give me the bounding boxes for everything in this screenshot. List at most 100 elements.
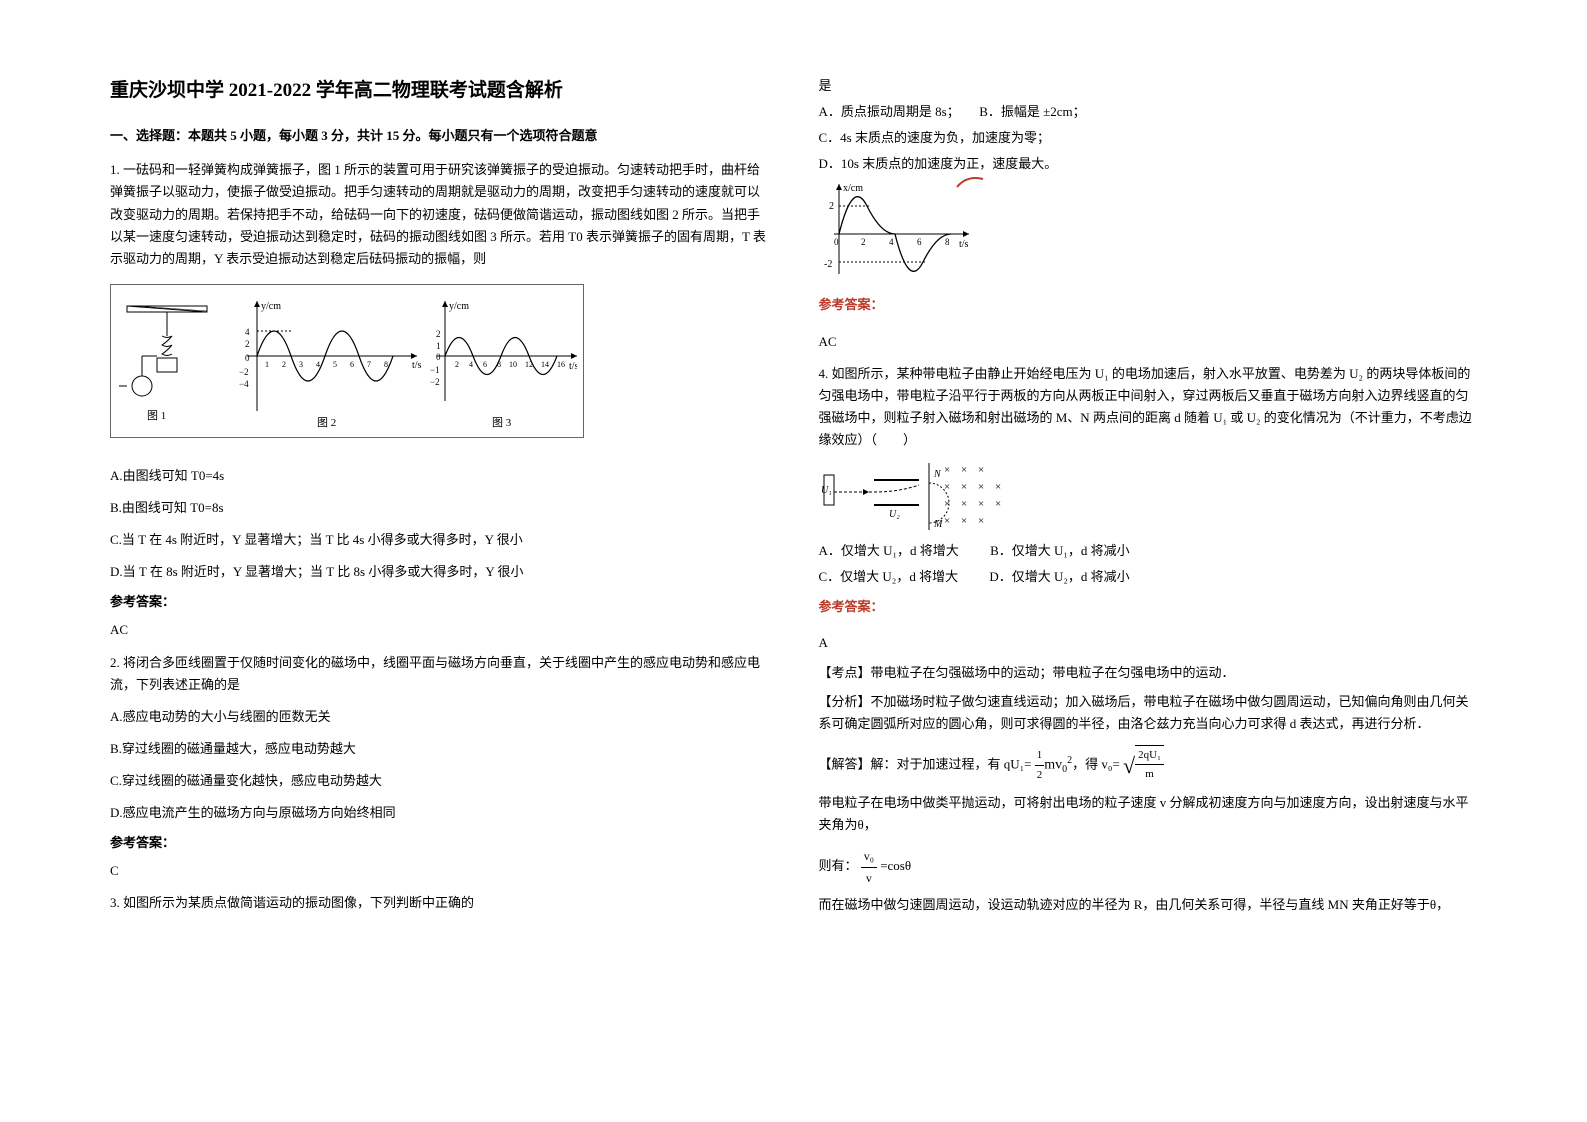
svg-text:x/cm: x/cm	[843, 183, 863, 194]
q1-body: 一砝码和一轻弹簧构成弹簧振子，图 1 所示的装置可用于研究该弹簧振子的受迫振动。…	[110, 162, 766, 265]
q3-opt-c: C．4s 末质点的速度为负，加速度为零；	[819, 127, 1478, 149]
q1-opt-c: C.当 T 在 4s 附近时，Y 显著增大；当 T 比 4s 小得多或大得多时，…	[110, 529, 769, 551]
svg-text:−2: −2	[239, 367, 249, 377]
svg-text:6: 6	[350, 360, 354, 369]
svg-text:y/cm: y/cm	[449, 301, 469, 312]
q3-ans-label: 参考答案：	[819, 294, 1478, 316]
q1-num: 1.	[110, 162, 120, 177]
svg-text:3: 3	[299, 360, 303, 369]
jieda3-pre: 则有：	[819, 858, 858, 873]
q4-jieda-line3: 则有： v₀ v =cosθ	[819, 846, 1478, 888]
q1-opt-d: D.当 T 在 8s 附近时，Y 显著增大；当 T 比 8s 小得多或大得多时，…	[110, 561, 769, 583]
svg-text:y/cm: y/cm	[261, 301, 281, 312]
svg-text:×: ×	[995, 498, 1001, 510]
jieda-label: 【解答】	[819, 756, 871, 771]
svg-text:1: 1	[436, 341, 441, 351]
q1-figure-set: 图 1 y/cm t/s 420 −2−4 1234 5678 图 2	[110, 284, 584, 438]
fenxi-text: 不加磁场时粒子做匀速直线运动；加入磁场后，带电粒子在磁场中做匀圆周运动，已知偏向…	[819, 694, 1469, 731]
svg-text:0: 0	[245, 353, 250, 363]
svg-text:2: 2	[829, 201, 834, 212]
q4-body: 如图所示，某种带电粒子由静止开始经电压为 U₁ 的电场加速后，射入水平放置、电势…	[819, 366, 1472, 447]
svg-text:2: 2	[455, 360, 459, 369]
q2-opt-b: B.穿过线圈的磁通量越大，感应电动势越大	[110, 738, 769, 760]
q4-kaodian: 【考点】带电粒子在匀强磁场中的运动；带电粒子在匀强电场中的运动．	[819, 662, 1478, 684]
q2-ans: C	[110, 860, 769, 882]
svg-text:×: ×	[978, 515, 984, 527]
q1-opt-b: B.由图线可知 T0=8s	[110, 497, 769, 519]
q3-body: 如图所示为某质点做简谐运动的振动图像，下列判断中正确的	[123, 895, 474, 910]
q1-figures-svg: 图 1 y/cm t/s 420 −2−4 1234 5678 图 2	[117, 291, 577, 431]
q2-opt-c: C.穿过线圈的磁通量变化越快，感应电动势越大	[110, 770, 769, 792]
q4-ans: A	[819, 632, 1478, 654]
svg-text:t/s: t/s	[569, 361, 577, 372]
svg-text:6: 6	[917, 237, 922, 247]
svg-text:6: 6	[483, 360, 487, 369]
jieda3-post: =cosθ	[880, 858, 911, 873]
q3-cont: 是	[819, 75, 1478, 97]
red-mark-icon	[955, 173, 985, 191]
fenxi-label: 【分析】	[819, 694, 871, 709]
svg-text:×: ×	[961, 481, 967, 493]
svg-text:×: ×	[978, 481, 984, 493]
q2-opt-d: D.感应电流产生的磁场方向与原磁场方向始终相同	[110, 802, 769, 824]
svg-text:×: ×	[944, 515, 950, 527]
svg-text:2: 2	[436, 329, 441, 339]
svg-text:0: 0	[436, 352, 441, 362]
svg-text:×: ×	[944, 481, 950, 493]
svg-text:-2: -2	[824, 259, 832, 270]
q2-num: 2.	[110, 655, 120, 670]
q2-body: 将闭合多匝线圈置于仅随时间变化的磁场中，线圈平面与磁场方向垂直，关于线圈中产生的…	[110, 655, 760, 692]
q4-opt-c: C．仅增大 U₂，d 将增大	[819, 566, 959, 588]
q1-opt-a: A.由图线可知 T0=4s	[110, 465, 769, 487]
svg-text:×: ×	[961, 464, 967, 476]
q1-ans-label: 参考答案：	[110, 591, 769, 613]
svg-text:4: 4	[316, 360, 320, 369]
svg-text:N: N	[933, 469, 942, 480]
q4-figure-svg: U₁ U₂ N M ××× ×××× ×××× ×××	[819, 455, 1019, 540]
q2-opt-a: A.感应电动势的大小与线圈的匝数无关	[110, 706, 769, 728]
left-column: 重庆沙坝中学 2021-2022 学年高二物理联考试题含解析 一、选择题：本题共…	[95, 75, 794, 1047]
kaodian-label: 【考点】	[819, 665, 871, 680]
svg-text:2: 2	[861, 237, 866, 247]
jieda1-mid: ，得 v₀=	[1072, 756, 1120, 771]
svg-text:−4: −4	[239, 379, 249, 389]
svg-text:1: 1	[265, 360, 269, 369]
svg-text:4: 4	[245, 327, 250, 337]
formula-ratio: v₀ v	[861, 846, 877, 888]
q4-opt-d: D．仅增大 U₂，d 将减小	[989, 566, 1129, 588]
q2-ans-label: 参考答案：	[110, 832, 769, 854]
q3-figure-wrap: x/cm t/s 2 -2 0 2468	[819, 179, 979, 279]
svg-text:U₁: U₁	[821, 485, 832, 496]
svg-text:图 1: 图 1	[147, 409, 166, 422]
formula-kinetic: 1 2 mv02	[1035, 746, 1072, 784]
q4-opt-b: B．仅增大 U₁，d 将减小	[990, 540, 1130, 562]
page-title: 重庆沙坝中学 2021-2022 学年高二物理联考试题含解析	[110, 75, 769, 107]
svg-text:5: 5	[333, 360, 337, 369]
svg-text:2: 2	[282, 360, 286, 369]
svg-text:t/s: t/s	[959, 239, 969, 250]
svg-text:×: ×	[961, 498, 967, 510]
q3-ans: AC	[819, 331, 1478, 353]
svg-text:8: 8	[384, 360, 388, 369]
svg-text:14: 14	[541, 360, 549, 369]
q2-text: 2. 将闭合多匝线圈置于仅随时间变化的磁场中，线圈平面与磁场方向垂直，关于线圈中…	[110, 652, 769, 696]
svg-text:t/s: t/s	[412, 360, 422, 371]
svg-text:×: ×	[995, 481, 1001, 493]
q4-opts-row2: C．仅增大 U₂，d 将增大 D．仅增大 U₂，d 将减小	[819, 566, 1478, 588]
q3-figure-svg: x/cm t/s 2 -2 0 2468	[819, 179, 979, 279]
q3-text: 3. 如图所示为某质点做简谐运动的振动图像，下列判断中正确的	[110, 892, 769, 914]
kaodian-text: 带电粒子在匀强磁场中的运动；带电粒子在匀强电场中的运动．	[871, 665, 1235, 680]
q1-ans: AC	[110, 619, 769, 641]
jieda1-pre: 解：对于加速过程，有 qU₁=	[871, 756, 1032, 771]
q3-opt-d: D．10s 末质点的加速度为正，速度最大。	[819, 153, 1478, 175]
svg-text:2: 2	[245, 339, 250, 349]
q3-num: 3.	[110, 895, 120, 910]
svg-text:×: ×	[961, 515, 967, 527]
svg-text:图 2: 图 2	[317, 416, 336, 429]
svg-text:16: 16	[557, 360, 565, 369]
svg-text:图 3: 图 3	[492, 416, 512, 429]
svg-text:10: 10	[509, 360, 517, 369]
svg-text:−2: −2	[430, 377, 440, 387]
q3-opt-ab: A．质点振动周期是 8s； B．振幅是 ±2cm；	[819, 101, 1478, 123]
svg-text:×: ×	[978, 464, 984, 476]
